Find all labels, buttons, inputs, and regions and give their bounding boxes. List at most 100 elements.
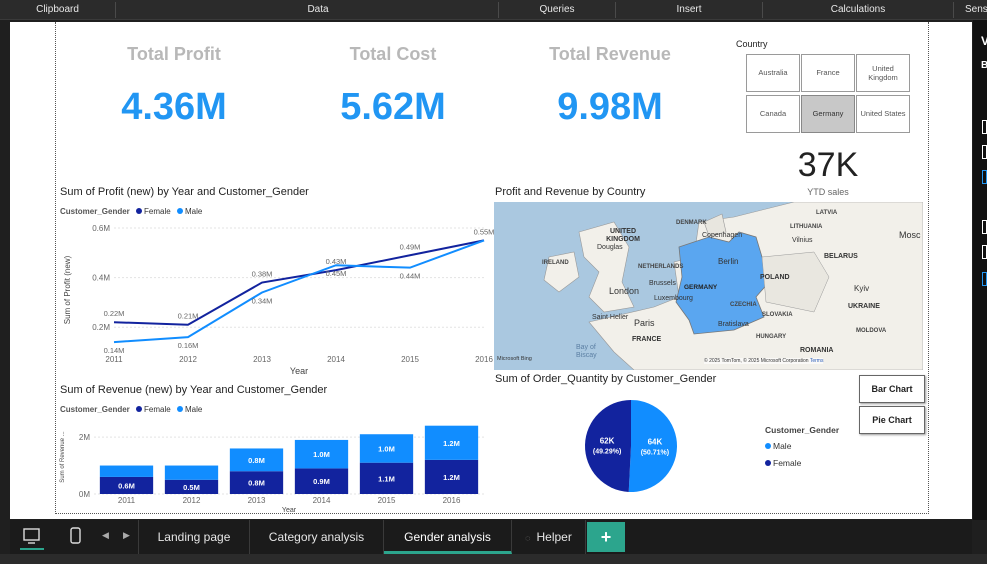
slicer-option-australia[interactable]: Australia	[746, 54, 800, 92]
data-label: 0.44M	[400, 272, 421, 281]
pane-box-icon[interactable]	[982, 120, 987, 134]
kpi-total-revenue-value: 9.98M	[557, 86, 663, 128]
prev-page-icon[interactable]: ◀	[102, 530, 109, 540]
tab-gender-analysis[interactable]: Gender analysis	[384, 520, 512, 554]
map-label-netherlands: NETHERLANDS	[638, 264, 684, 270]
data-label: 0.22M	[104, 309, 125, 318]
ribbon-sensitivity[interactable]: Sens	[965, 4, 987, 15]
y-axis-label: Sum of Profit (new)	[63, 255, 72, 324]
series-line-female	[113, 239, 485, 326]
revenue-bar-chart[interactable]: 0M 2M Sum of Revenue ... 0.6M 2011 0.5M 2012 0.…	[58, 418, 494, 512]
map-label-berlin: Berlin	[718, 257, 739, 266]
ribbon-clipboard[interactable]: Clipboard	[36, 4, 79, 15]
tab-helper[interactable]: ◌ Helper	[512, 520, 586, 554]
map-attribution: Microsoft Bing	[497, 356, 532, 362]
pane-box-icon[interactable]	[982, 245, 987, 259]
legend-male[interactable]: Male	[184, 207, 203, 216]
revenue-chart-title: Sum of Revenue (new) by Year and Custome…	[60, 384, 328, 396]
profit-line-chart[interactable]: 0.2M 0.4M 0.6M Sum of Profit (new) 2011 2012 2…	[58, 218, 494, 374]
bar-male	[424, 425, 479, 460]
land-poland	[761, 251, 830, 313]
map-label-bratislava: Bratislava	[718, 321, 749, 328]
bar-female	[99, 476, 154, 494]
tab-category-analysis[interactable]: Category analysis	[250, 520, 384, 554]
x-axis-label: Year	[290, 366, 308, 374]
next-page-icon[interactable]: ▶	[123, 530, 130, 540]
land-denmark	[703, 213, 727, 237]
legend-male-icon	[765, 443, 771, 449]
land-uk	[578, 221, 635, 313]
x-tick-label: 2013	[248, 496, 266, 505]
x-tick-label: 2011	[105, 355, 123, 364]
map-label-czechia: CZECHIA	[730, 302, 757, 308]
map-label-denmark: DENMARK	[676, 220, 707, 226]
data-label: 0.16M	[178, 341, 199, 350]
desktop-view-button[interactable]	[20, 526, 44, 550]
map-svg	[494, 202, 923, 370]
pie-chart-button[interactable]: Pie Chart	[859, 406, 925, 434]
pie-value-label: 64K	[648, 438, 663, 447]
add-page-button[interactable]: +	[587, 522, 625, 552]
legend-female[interactable]: Female	[144, 405, 171, 414]
map-label-kyiv: Kyiv	[854, 284, 870, 293]
pie-legend-male[interactable]: Male	[773, 441, 792, 451]
slicer-option-germany[interactable]: Germany	[801, 95, 855, 133]
map-copyright-text: © 2025 TomTom, © 2025 Microsoft Corporat…	[704, 358, 809, 364]
pane-box-icon[interactable]	[982, 170, 987, 184]
pane-b-icon: B	[981, 60, 987, 71]
x-axis-label: Year	[282, 507, 297, 512]
country-map[interactable]: UNITED KINGDOM DENMARK IRELAND NETHERLAN…	[494, 202, 923, 370]
order-quantity-pie-chart[interactable]: 64K (50.71%) 62K (49.29%)	[576, 394, 686, 498]
profit-chart-title: Sum of Profit (new) by Year and Customer…	[60, 186, 309, 198]
legend-title: Customer_Gender	[60, 405, 130, 414]
land-germany-highlight	[675, 231, 770, 335]
data-label: 0.21M	[178, 312, 199, 321]
pie-slice-female	[585, 400, 631, 492]
ribbon-insert[interactable]: Insert	[676, 4, 702, 15]
bar-female	[424, 459, 479, 494]
x-tick-label: 2012	[179, 355, 197, 364]
legend-female-icon	[136, 406, 143, 412]
data-label: 1.0M	[378, 444, 395, 453]
pane-v-icon: V	[981, 34, 987, 48]
legend-male[interactable]: Male	[184, 405, 203, 414]
slicer-option-united-kingdom[interactable]: United Kingdom	[856, 54, 910, 92]
bar-chart-button[interactable]: Bar Chart	[859, 375, 925, 403]
pane-box-icon[interactable]	[982, 145, 987, 159]
data-label: 0.8M	[248, 479, 265, 488]
kpi-total-profit-value: 4.36M	[121, 86, 227, 128]
pie-chart-title: Sum of Order_Quantity by Customer_Gender	[495, 373, 717, 385]
map-terms-link[interactable]: Terms	[809, 358, 824, 364]
map-label-moldova: MOLDOVA	[856, 328, 887, 334]
slicer-option-united-states[interactable]: United States	[856, 95, 910, 133]
map-label-hungary: HUNGARY	[756, 334, 787, 340]
data-label: 0.6M	[118, 481, 135, 490]
profit-chart-legend: Customer_Gender Female Male	[60, 207, 202, 216]
ribbon-queries[interactable]: Queries	[539, 4, 575, 15]
data-label: 0.43M	[326, 257, 347, 266]
ribbon-data[interactable]: Data	[307, 4, 329, 15]
map-title: Profit and Revenue by Country	[495, 186, 646, 198]
legend-title: Customer_Gender	[60, 207, 130, 216]
map-label-poland: POLAND	[760, 274, 790, 281]
pane-box-icon[interactable]	[982, 220, 987, 234]
x-tick-label: 2014	[313, 496, 331, 505]
ribbon-calculations[interactable]: Calculations	[830, 4, 886, 15]
pie-legend-female[interactable]: Female	[773, 458, 802, 468]
slicer-option-france[interactable]: France	[801, 54, 855, 92]
map-label-lithuania: LITHUANIA	[790, 224, 823, 230]
kpi-total-profit-label: Total Profit	[127, 44, 221, 64]
slicer-option-canada[interactable]: Canada	[746, 95, 800, 133]
legend-female[interactable]: Female	[144, 207, 171, 216]
pie-legend-title: Customer_Gender	[765, 425, 840, 435]
pie-pct-label: (50.71%)	[641, 450, 669, 457]
map-label-luxembourg: Luxembourg	[654, 295, 693, 302]
tab-landing-page[interactable]: Landing page	[138, 520, 250, 554]
pane-box-icon[interactable]	[982, 272, 987, 286]
ytd-sales-value: 37K	[797, 146, 859, 184]
mobile-view-button[interactable]	[66, 526, 86, 548]
series-line-male	[113, 239, 485, 344]
x-tick-label: 2013	[253, 355, 271, 364]
kpi-total-revenue-label: Total Revenue	[549, 44, 671, 64]
pie-legend: Customer_Gender Male Female	[765, 425, 839, 468]
